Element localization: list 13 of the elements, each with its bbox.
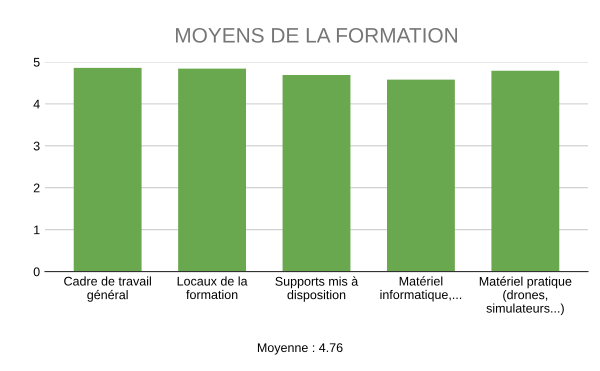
chart-title: MOYENS DE LA FORMATION — [176, 28, 457, 43]
y-tick-label: 1 — [34, 226, 40, 234]
x-tick-label: Matériel informatique,... — [380, 276, 462, 302]
x-tick-label: Matériel pratique (drones, simulateurs...) — [480, 276, 572, 316]
text: Moyenne : 4.76 — [258, 343, 343, 355]
x-tick-label: Locaux de la formation — [178, 276, 248, 300]
x-tick-label: Cadre de travail général — [64, 276, 151, 302]
y-tick-label: 3 — [34, 142, 40, 150]
y-tick-label: 5 — [34, 58, 40, 67]
y-tick-label: 4 — [33, 100, 40, 108]
y-tick-label: 2 — [34, 184, 40, 192]
x-tick-label: Supports mis à disposition — [275, 276, 358, 302]
y-tick-label: 0 — [34, 267, 40, 276]
